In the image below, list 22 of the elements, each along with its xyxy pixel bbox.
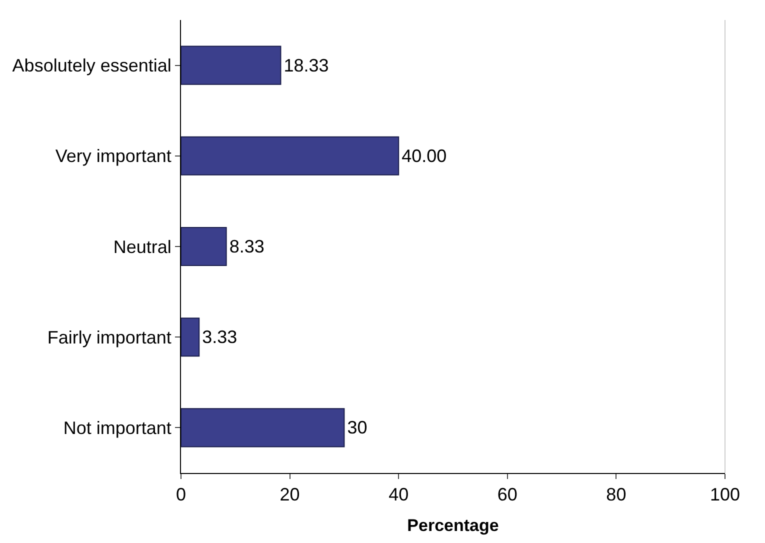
data-label: 18.33 [284,55,329,76]
bar [181,46,282,85]
y-tick-label: Fairly important [47,327,172,348]
data-label: 40.00 [402,146,447,166]
x-tick-label: 60 [497,484,518,505]
y-tick-label: Neutral [113,236,172,257]
x-tick-label: 80 [606,484,626,505]
bar [181,318,200,357]
y-tick-label: Very important [55,146,172,166]
data-label: 30 [347,418,368,438]
data-label: 8.33 [229,236,264,256]
x-tick-label: 20 [280,484,300,505]
y-tick-label: Not important [63,418,172,438]
x-axis-title: Percentage [407,516,499,535]
bar [181,408,345,448]
x-tick-label: 40 [388,484,409,505]
bar [181,226,227,266]
x-tick-label: 0 [176,484,186,505]
y-tick-label: Absolutely essential [12,56,172,76]
bar [181,136,400,176]
data-label: 3.33 [202,327,238,348]
x-tick-label: 100 [710,484,740,505]
